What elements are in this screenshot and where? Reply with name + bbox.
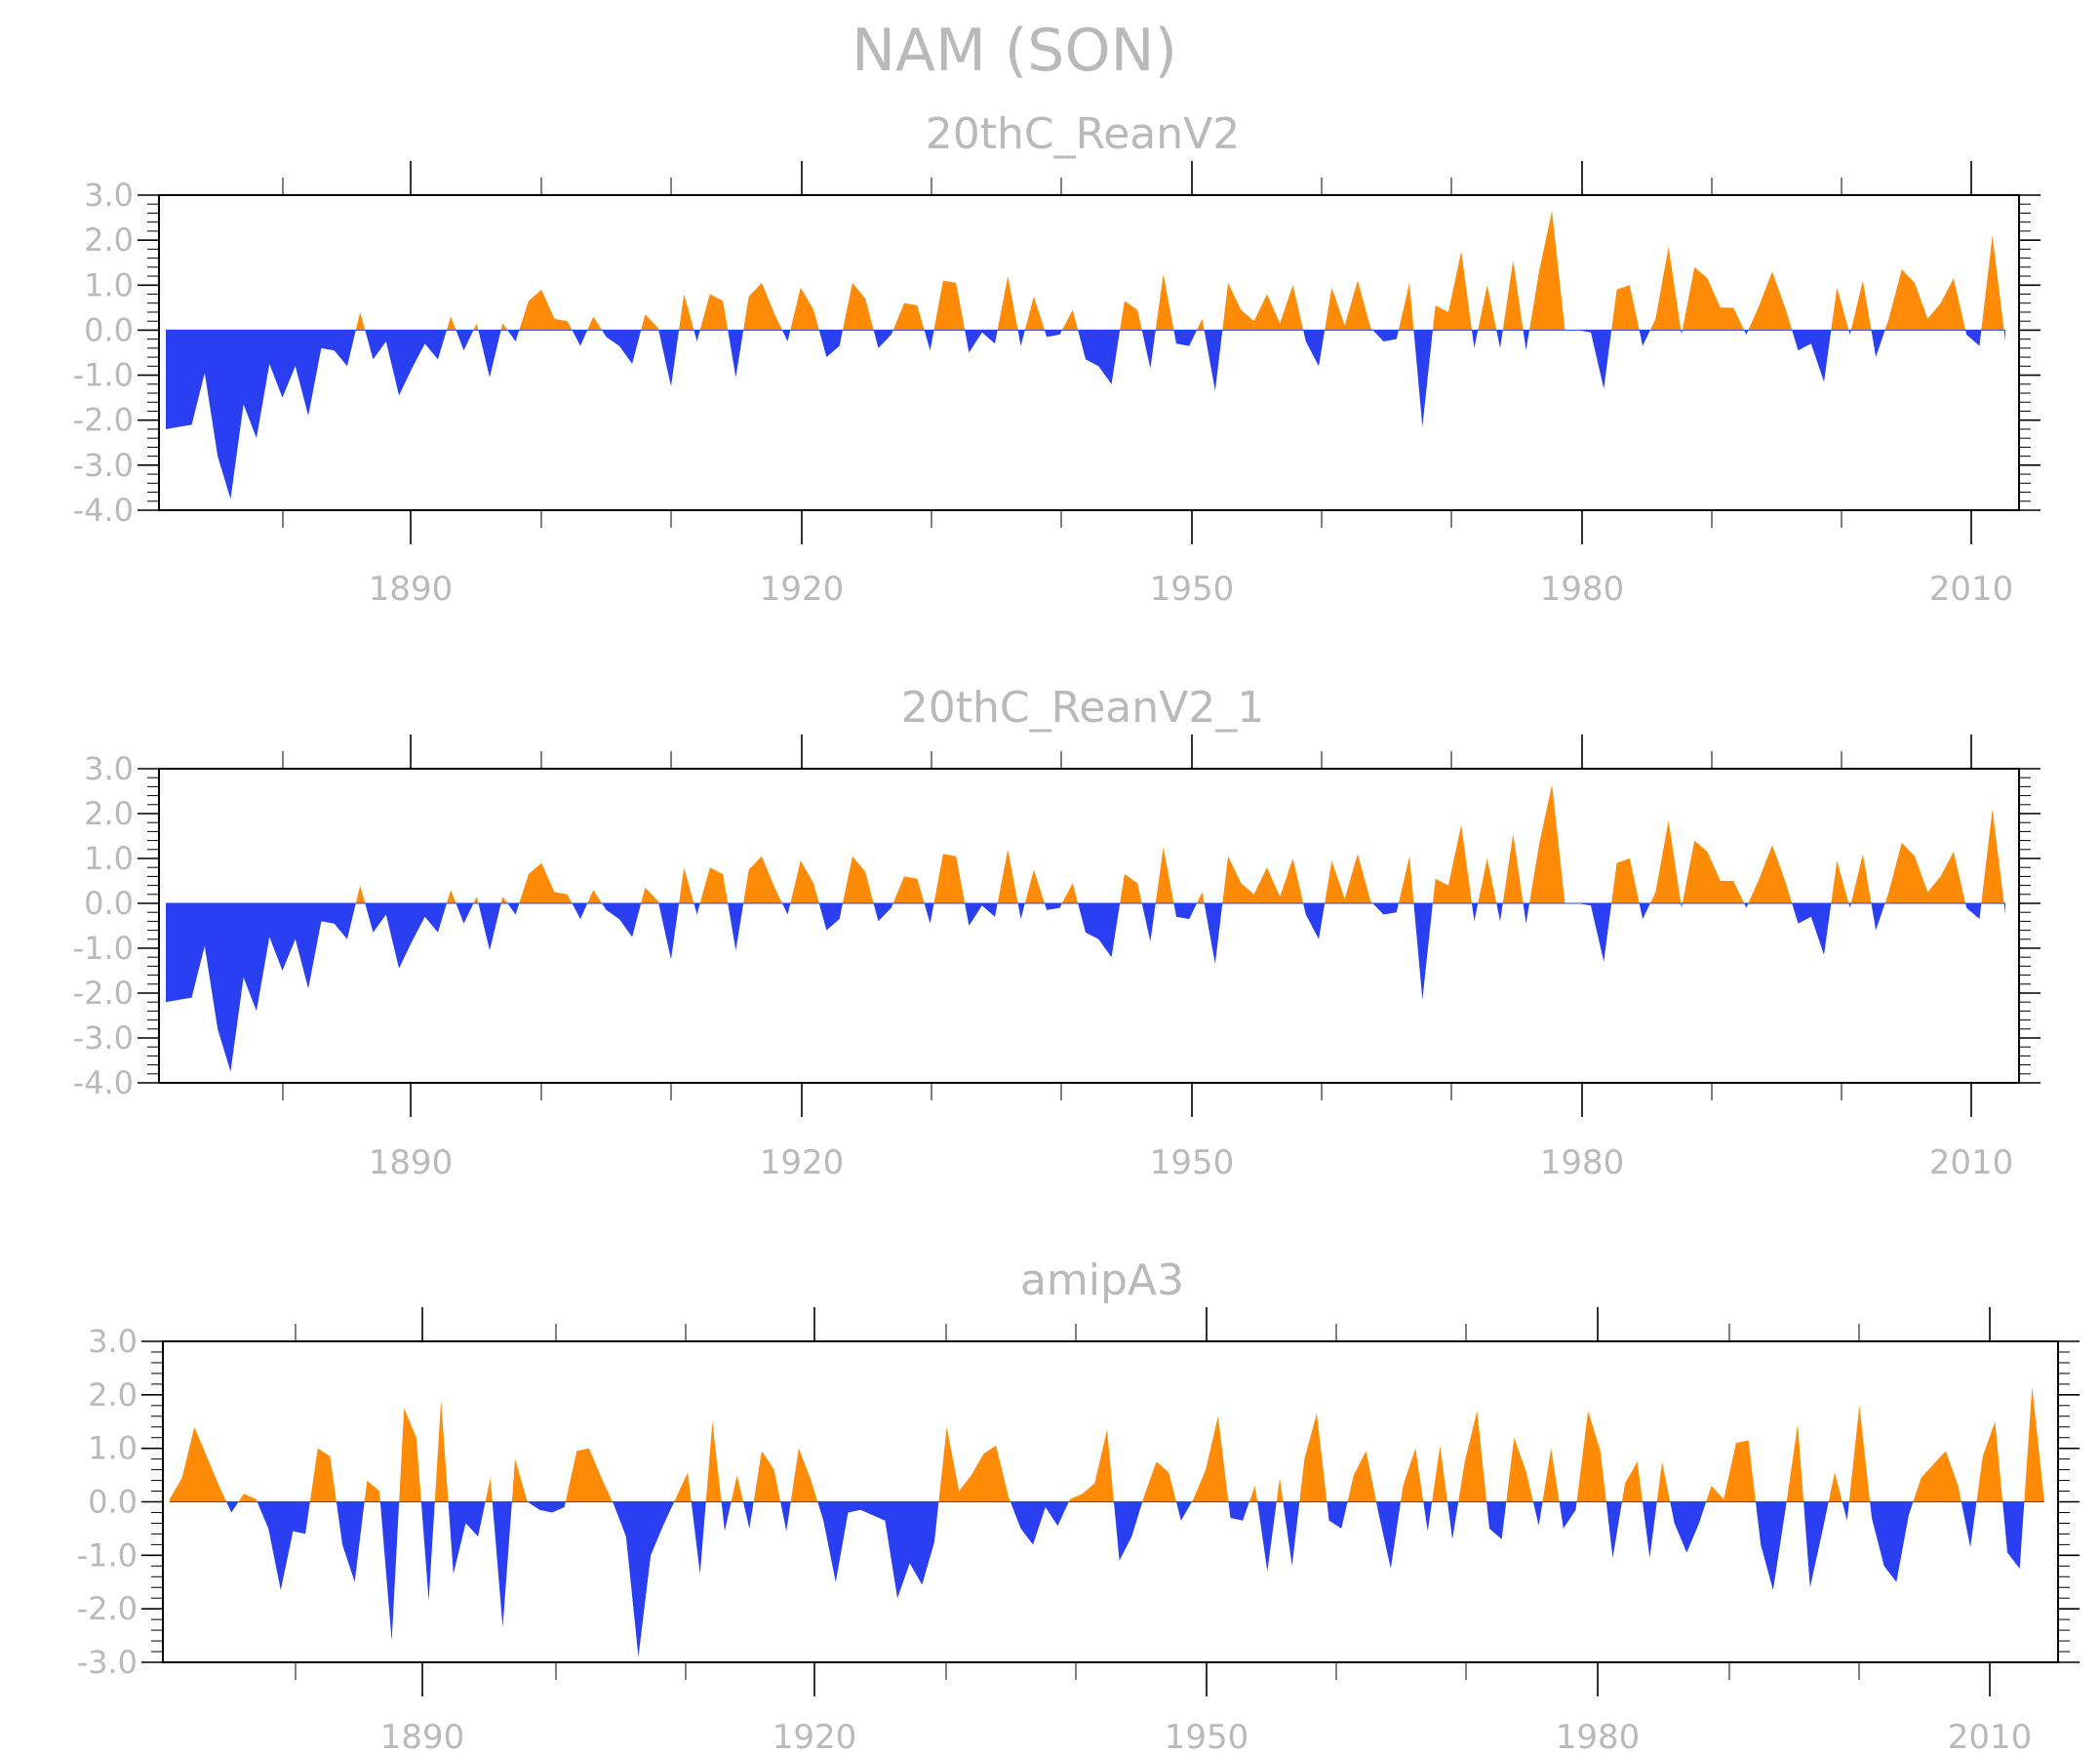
x-tick-label: 1950 bbox=[1150, 1143, 1235, 1182]
panel-title: 20thC_ReanV2 bbox=[926, 109, 1240, 159]
y-tick-label: -2.0 bbox=[73, 402, 134, 439]
panel-title: amipA3 bbox=[1020, 1256, 1184, 1305]
x-tick-label: 2010 bbox=[1948, 1718, 2033, 1754]
y-tick-label: -2.0 bbox=[77, 1590, 138, 1627]
x-tick-label: 1980 bbox=[1540, 570, 1625, 609]
x-tick-label: 1890 bbox=[369, 1143, 454, 1182]
positive-area bbox=[355, 211, 2004, 331]
y-tick-label: 2.0 bbox=[84, 795, 134, 832]
plot-frame bbox=[158, 194, 2020, 511]
y-tick-label: 3.0 bbox=[88, 1323, 138, 1360]
y-tick-label: -1.0 bbox=[77, 1536, 138, 1574]
x-tick-label: 1920 bbox=[760, 570, 845, 609]
plot-frame bbox=[158, 768, 2020, 1084]
x-tick-label: 1980 bbox=[1540, 1143, 1625, 1182]
y-tick-label: -1.0 bbox=[73, 930, 134, 967]
panel-20thc-reanv2-1: 20thC_ReanV2_1 3.0 2.0 1.0 0.0 -1.0 -2.0 -3.0 -… bbox=[73, 683, 2041, 1182]
y-tick-label: 3.0 bbox=[84, 750, 134, 787]
y-tick-label: 3.0 bbox=[84, 177, 134, 214]
x-tick-label: 2010 bbox=[1929, 1143, 2014, 1182]
y-tick-label: -1.0 bbox=[73, 357, 134, 394]
x-tick-label: 1890 bbox=[380, 1718, 465, 1754]
x-tick-label: 1950 bbox=[1165, 1718, 1249, 1754]
y-tick-label: -3.0 bbox=[73, 447, 134, 484]
y-tick-label: 0.0 bbox=[84, 885, 134, 922]
y-tick-label: -3.0 bbox=[73, 1019, 134, 1056]
x-tick-label: 1950 bbox=[1150, 570, 1235, 609]
negative-area bbox=[166, 330, 2005, 499]
x-tick-label: 1920 bbox=[773, 1718, 857, 1754]
y-tick-label: -3.0 bbox=[77, 1644, 138, 1681]
y-tick-label: 1.0 bbox=[84, 266, 134, 303]
y-tick-label: 0.0 bbox=[88, 1484, 138, 1521]
figure-title: NAM (SON) bbox=[852, 17, 1177, 85]
panel-title: 20thC_ReanV2_1 bbox=[901, 683, 1264, 733]
x-tick-label: 1980 bbox=[1556, 1718, 1641, 1754]
y-tick-label: -2.0 bbox=[73, 975, 134, 1012]
negative-area bbox=[166, 903, 2005, 1072]
positive-area bbox=[170, 1386, 2044, 1502]
y-tick-label: 2.0 bbox=[84, 221, 134, 259]
y-tick-label: 1.0 bbox=[84, 840, 134, 877]
y-tick-label: 2.0 bbox=[88, 1376, 138, 1414]
x-tick-label: 1920 bbox=[760, 1143, 845, 1182]
panel-amipa3: amipA3 3.0 2.0 1.0 0.0 -1.0 -2.0 -3.0 1890 1920 1… bbox=[77, 1256, 2080, 1754]
negative-area bbox=[170, 1501, 2044, 1657]
y-tick-label: 0.0 bbox=[84, 311, 134, 348]
positive-area bbox=[166, 784, 2005, 903]
y-tick-label: -4.0 bbox=[73, 1064, 134, 1101]
y-tick-label: 1.0 bbox=[88, 1430, 138, 1467]
x-tick-label: 2010 bbox=[1929, 570, 2014, 609]
x-tick-label: 1890 bbox=[369, 570, 454, 609]
y-tick-label: -4.0 bbox=[73, 492, 134, 529]
panel-20thc-reanv2: 20thC_ReanV2 3.0 2.0 1.0 0.0 -1.0 -2.0 -3.0 -4.… bbox=[73, 109, 2041, 609]
